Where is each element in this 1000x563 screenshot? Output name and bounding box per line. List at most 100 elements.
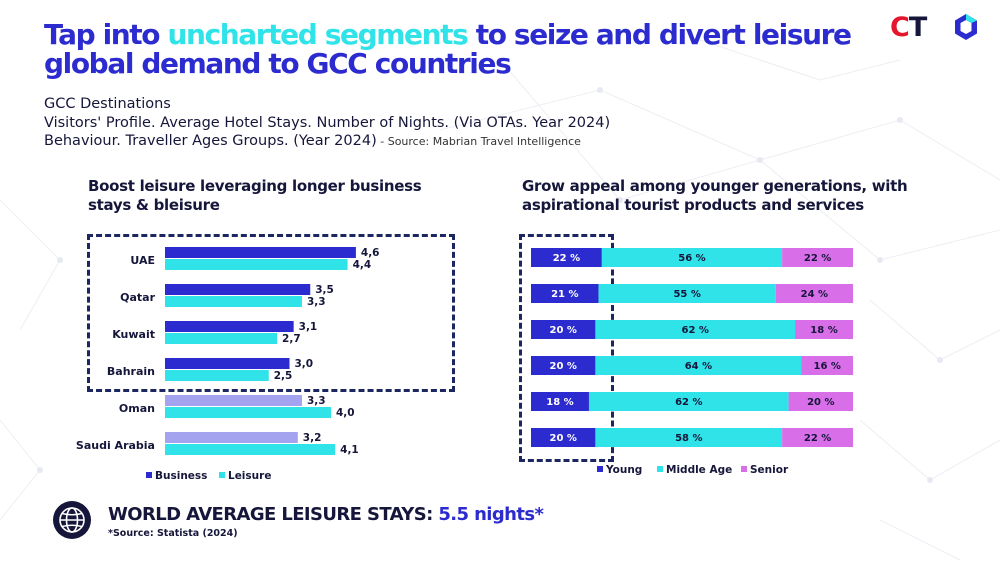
logo-letter-t: T (908, 12, 927, 43)
legend-leisure-swatch (219, 472, 225, 478)
legend-middle-age-swatch (657, 466, 663, 472)
bar-value-label: 3,5 (315, 284, 334, 296)
leisure-bar (165, 333, 278, 344)
world-average-value: 5.5 nights* (438, 504, 544, 525)
gcc-highlight-box (87, 234, 455, 392)
middle-age-segment (598, 284, 776, 303)
legend-senior-swatch (741, 466, 747, 472)
page-title: Tap into uncharted segments to seize and… (44, 20, 864, 78)
hexagon-logo-icon (955, 14, 977, 40)
senior-segment-label: 22 % (804, 253, 831, 264)
middle-age-segment-label: 62 % (675, 397, 702, 408)
business-bar (165, 321, 294, 332)
senior-segment (782, 248, 853, 267)
left-heading-line-2: stays & bleisure (88, 196, 220, 214)
legend-young-label: Young (605, 464, 642, 476)
senior-segment (782, 428, 853, 447)
ct-logo: CT (890, 12, 982, 44)
senior-segment (795, 320, 853, 339)
young-segment-label: 22 % (553, 253, 580, 264)
senior-segment (801, 356, 853, 375)
middle-age-segment-label: 62 % (682, 325, 709, 336)
globe-icon (53, 501, 91, 539)
title-highlight: uncharted segments (167, 18, 468, 51)
bar-value-label: 3,3 (307, 395, 326, 407)
category-label: Oman (119, 402, 155, 415)
world-average-label: WORLD AVERAGE LEISURE STAYS: (108, 504, 439, 525)
category-label: Qatar (120, 291, 155, 304)
young-segment (531, 320, 596, 339)
right-heading-line-2: aspirational tourist products and servic… (522, 196, 864, 214)
bar-value-label: 3,1 (299, 321, 318, 333)
bar-value-label: 2,7 (282, 333, 301, 345)
business-bar (165, 247, 356, 258)
business-bar (165, 284, 311, 295)
legend-leisure-label: Leisure (228, 470, 271, 482)
senior-segment-label: 22 % (804, 433, 831, 444)
young-segment (531, 356, 596, 375)
middle-age-segment (595, 428, 783, 447)
middle-age-segment-label: 56 % (678, 253, 705, 264)
young-segment (531, 392, 589, 411)
senior-segment (775, 284, 853, 303)
subtitle-line-1: GCC Destinations (44, 96, 171, 112)
leisure-bar (165, 259, 348, 270)
leisure-bar (165, 296, 302, 307)
bar-value-label: 4,1 (340, 444, 359, 456)
business-bar (165, 432, 298, 443)
business-bar (165, 395, 302, 406)
senior-segment-label: 24 % (801, 289, 828, 300)
legend-business-label: Business (155, 470, 207, 482)
left-heading-line-1: Boost leisure leveraging longer business (88, 177, 422, 195)
middle-age-segment-label: 55 % (673, 289, 700, 300)
bar-value-label: 3,2 (303, 432, 322, 444)
young-segment-label: 20 % (549, 361, 576, 372)
category-label: Saudi Arabia (76, 439, 155, 452)
middle-age-segment (588, 392, 789, 411)
middle-age-segment-label: 58 % (675, 433, 702, 444)
young-segment-label: 21 % (551, 289, 578, 300)
young-segment-label: 20 % (549, 433, 576, 444)
senior-segment-label: 16 % (814, 361, 841, 372)
bar-value-label: 4,6 (361, 247, 380, 259)
young-segment (531, 248, 602, 267)
middle-age-segment (601, 248, 783, 267)
title-post: to seize and divert leisure global deman… (44, 18, 852, 80)
legend-senior-label: Senior (750, 464, 789, 476)
middle-age-segment (595, 356, 802, 375)
right-chart-heading: Grow appeal among younger generations, w… (522, 177, 908, 215)
senior-segment (788, 392, 853, 411)
bar-value-label: 3,0 (295, 358, 314, 370)
logo-letter-c: C (890, 12, 910, 43)
category-label: Kuwait (112, 328, 155, 341)
world-average-stat: WORLD AVERAGE LEISURE STAYS: 5.5 nights* (108, 504, 544, 525)
legend-business-swatch (146, 472, 152, 478)
bar-value-label: 3,3 (307, 296, 326, 308)
young-segment-label: 20 % (549, 325, 576, 336)
category-label: Bahrain (107, 365, 155, 378)
world-average-source: *Source: Statista (2024) (108, 528, 238, 539)
subtitle-line-3: Behaviour. Traveller Ages Groups. (Year … (44, 133, 581, 149)
middle-age-segment (595, 320, 796, 339)
bar-value-label: 4,4 (353, 259, 372, 271)
left-chart-heading: Boost leisure leveraging longer business… (88, 177, 422, 215)
senior-segment-label: 18 % (810, 325, 837, 336)
bar-value-label: 2,5 (274, 370, 293, 382)
young-segment-label: 18 % (546, 397, 573, 408)
title-pre: Tap into (44, 18, 168, 51)
senior-segment-label: 20 % (807, 397, 834, 408)
leisure-bar (165, 370, 269, 381)
subtitle-source: - Source: Mabrian Travel Intelligence (376, 135, 581, 148)
right-heading-line-1: Grow appeal among younger generations, w… (522, 177, 908, 195)
young-segment (531, 284, 599, 303)
subtitle-line-3-text: Behaviour. Traveller Ages Groups. (Year … (44, 133, 377, 149)
leisure-bar (165, 444, 336, 455)
leisure-bar (165, 407, 331, 418)
legend-middle-age-label: Middle Age (666, 464, 732, 476)
business-bar (165, 358, 290, 369)
category-label: UAE (130, 254, 155, 267)
young-highlight-box (519, 234, 614, 462)
